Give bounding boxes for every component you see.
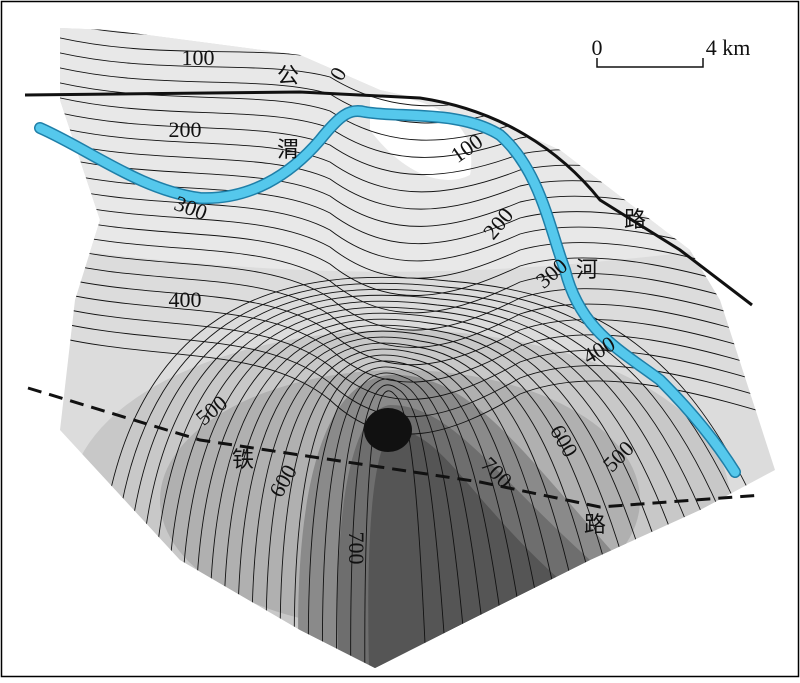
contour bbox=[124, 288, 775, 668]
contour bbox=[223, 330, 638, 668]
contour bbox=[60, 212, 775, 304]
contour bbox=[60, 302, 775, 400]
highway bbox=[24, 90, 753, 307]
map-label: 公 bbox=[277, 63, 299, 88]
contour bbox=[60, 272, 775, 366]
map-label: 铁 bbox=[232, 447, 254, 472]
contour bbox=[60, 197, 775, 289]
scale-bar: 0 4 km bbox=[592, 35, 751, 68]
map-label: 200 bbox=[169, 117, 202, 142]
contour bbox=[110, 282, 775, 668]
contour bbox=[209, 324, 659, 668]
contour bbox=[60, 257, 775, 349]
contour bbox=[251, 342, 596, 668]
contour bbox=[293, 360, 533, 668]
contour bbox=[60, 287, 775, 383]
contour bbox=[60, 182, 775, 274]
map-label: 700 bbox=[344, 532, 369, 565]
map-label: 100 bbox=[182, 45, 215, 70]
contour bbox=[279, 354, 554, 668]
contour bbox=[195, 318, 680, 668]
contour bbox=[166, 306, 722, 668]
map-label: 渭 bbox=[277, 137, 299, 162]
map-label: 路 bbox=[584, 512, 606, 537]
depression bbox=[364, 408, 412, 452]
contour bbox=[265, 348, 575, 668]
map-label: 河 bbox=[576, 257, 598, 282]
contour bbox=[180, 312, 701, 668]
contour bbox=[237, 336, 617, 668]
contour bbox=[138, 294, 764, 668]
scale-end: 4 km bbox=[706, 35, 751, 60]
contour bbox=[364, 390, 428, 668]
contour bbox=[350, 384, 449, 668]
contour bbox=[307, 366, 512, 668]
contour bbox=[60, 242, 775, 334]
scale-start: 0 bbox=[592, 35, 603, 60]
contour bbox=[336, 378, 470, 668]
map-label: 路 bbox=[624, 207, 646, 232]
contour bbox=[60, 332, 775, 435]
river bbox=[35, 106, 740, 477]
contour bbox=[321, 372, 491, 668]
contour bbox=[60, 227, 775, 319]
map-label: 400 bbox=[169, 287, 202, 312]
